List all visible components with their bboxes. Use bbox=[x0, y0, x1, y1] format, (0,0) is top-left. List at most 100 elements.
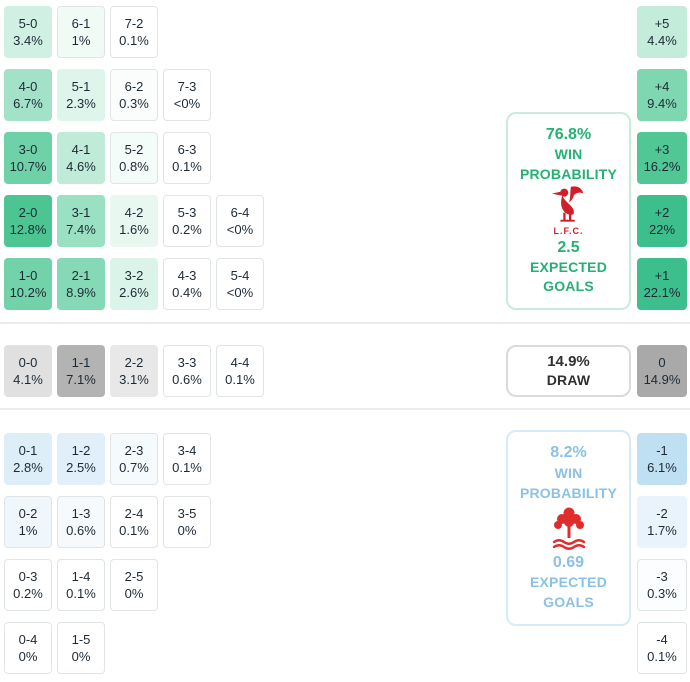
away-expected-goals-value: 0.69 bbox=[552, 553, 585, 571]
probability-label: 0% bbox=[71, 648, 91, 664]
probability-label: 0.2% bbox=[13, 585, 43, 601]
goal-diff-cell-0: 0 14.9% bbox=[637, 345, 687, 397]
score-label: 0-1 bbox=[18, 442, 38, 458]
probability-label: 2.5% bbox=[66, 459, 96, 475]
score-cell-1-1: 1-1 7.1% bbox=[57, 345, 105, 397]
score-cell-2-4: 2-4 0.1% bbox=[110, 496, 158, 548]
score-label: 4-3 bbox=[177, 267, 197, 283]
score-cell-7-2: 7-2 0.1% bbox=[110, 6, 158, 58]
probability-label: 1% bbox=[18, 522, 38, 538]
probability-label: 3.1% bbox=[119, 371, 149, 387]
probability-label: 0.8% bbox=[119, 158, 149, 174]
probability-label: 16.2% bbox=[643, 158, 681, 174]
probability-label: 2.8% bbox=[13, 459, 43, 475]
score-label: 3-4 bbox=[177, 442, 197, 458]
score-cell-4-2: 4-2 1.6% bbox=[110, 195, 158, 247]
score-cell-1-2: 1-2 2.5% bbox=[57, 433, 105, 485]
score-label: 2-3 bbox=[124, 442, 144, 458]
score-label: 3-1 bbox=[71, 204, 91, 220]
score-label: 7-2 bbox=[124, 15, 144, 31]
liverpool-abbr: L.F.C. bbox=[553, 226, 584, 237]
score-label: -3 bbox=[656, 568, 668, 584]
probability-label: 10.7% bbox=[9, 158, 47, 174]
score-label: 5-1 bbox=[71, 78, 91, 94]
score-label: 0-2 bbox=[18, 505, 38, 521]
score-label: 5-0 bbox=[18, 15, 38, 31]
score-cell-6-4: 6-4 <0% bbox=[216, 195, 264, 247]
score-label: 6-3 bbox=[177, 141, 197, 157]
probability-label: 22.1% bbox=[643, 284, 681, 300]
score-label: 5-4 bbox=[230, 267, 250, 283]
score-cell-0-0: 0-0 4.1% bbox=[4, 345, 52, 397]
probability-label: 7.1% bbox=[66, 371, 96, 387]
score-cell-3-0: 3-0 10.7% bbox=[4, 132, 52, 184]
home-xg-label-line1: EXPECTED bbox=[529, 258, 608, 275]
goal-diff-cell-+4: +4 9.4% bbox=[637, 69, 687, 121]
probability-label: 22% bbox=[648, 221, 676, 237]
score-label: 3-3 bbox=[177, 354, 197, 370]
probability-label: 4.1% bbox=[13, 371, 43, 387]
draw-summary-card: 14.9% DRAW bbox=[506, 345, 631, 397]
score-label: 3-0 bbox=[18, 141, 38, 157]
probability-label: 0% bbox=[18, 648, 38, 664]
probability-label: 12.8% bbox=[9, 221, 47, 237]
score-cell-3-1: 3-1 7.4% bbox=[57, 195, 105, 247]
score-cell-6-3: 6-3 0.1% bbox=[163, 132, 211, 184]
probability-label: 0.1% bbox=[119, 522, 149, 538]
probability-label: 7.4% bbox=[66, 221, 96, 237]
score-label: 0-3 bbox=[18, 568, 38, 584]
score-label: 6-4 bbox=[230, 204, 250, 220]
draw-probability-value: 14.9% bbox=[547, 352, 590, 370]
score-cell-1-0: 1-0 10.2% bbox=[4, 258, 52, 310]
probability-label: 0.1% bbox=[172, 158, 202, 174]
score-label: 5-2 bbox=[124, 141, 144, 157]
score-cell-3-3: 3-3 0.6% bbox=[163, 345, 211, 397]
probability-label: <0% bbox=[173, 95, 201, 111]
goal-diff-cell-+1: +1 22.1% bbox=[637, 258, 687, 310]
score-label: 3-2 bbox=[124, 267, 144, 283]
score-cell-0-3: 0-3 0.2% bbox=[4, 559, 52, 611]
score-label: +4 bbox=[654, 78, 670, 94]
away-win-label-line2: PROBABILITY bbox=[519, 484, 618, 501]
goal-diff-cell--1: -1 6.1% bbox=[637, 433, 687, 485]
goal-diff-cell--4: -4 0.1% bbox=[637, 622, 687, 674]
probability-label: 0.3% bbox=[647, 585, 677, 601]
score-label: +2 bbox=[654, 204, 670, 220]
score-label: 4-0 bbox=[18, 78, 38, 94]
away-xg-label-line1: EXPECTED bbox=[529, 574, 608, 591]
home-win-probability-value: 76.8% bbox=[545, 126, 592, 143]
score-label: -1 bbox=[656, 442, 668, 458]
home-win-summary-card: 76.8% WIN PROBABILITY L.F.C. 2.5 EXPECTE… bbox=[506, 112, 631, 310]
score-cell-6-2: 6-2 0.3% bbox=[110, 69, 158, 121]
score-cell-4-0: 4-0 6.7% bbox=[4, 69, 52, 121]
score-cell-6-1: 6-1 1% bbox=[57, 6, 105, 58]
nottingham-forest-crest-icon bbox=[549, 505, 589, 551]
probability-label: 2.6% bbox=[119, 284, 149, 300]
score-cell-5-4: 5-4 <0% bbox=[216, 258, 264, 310]
score-cell-0-4: 0-4 0% bbox=[4, 622, 52, 674]
score-cell-1-5: 1-5 0% bbox=[57, 622, 105, 674]
probability-label: 0.1% bbox=[647, 648, 677, 664]
score-label: 1-2 bbox=[71, 442, 91, 458]
score-cell-2-3: 2-3 0.7% bbox=[110, 433, 158, 485]
goal-diff-cell--2: -2 1.7% bbox=[637, 496, 687, 548]
score-label: 2-4 bbox=[124, 505, 144, 521]
probability-label: 8.9% bbox=[66, 284, 96, 300]
probability-label: 0% bbox=[124, 585, 144, 601]
away-xg-label-line2: GOALS bbox=[543, 594, 594, 611]
score-label: 2-5 bbox=[124, 568, 144, 584]
score-label: +1 bbox=[654, 267, 670, 283]
score-label: -4 bbox=[656, 631, 668, 647]
score-label: +3 bbox=[654, 141, 670, 157]
score-label: 6-2 bbox=[124, 78, 144, 94]
probability-label: 0.7% bbox=[119, 459, 149, 475]
score-cell-5-2: 5-2 0.8% bbox=[110, 132, 158, 184]
score-label: 2-1 bbox=[71, 267, 91, 283]
score-label: 1-4 bbox=[71, 568, 91, 584]
home-win-label-line1: WIN bbox=[554, 146, 583, 163]
probability-label: 0.1% bbox=[172, 459, 202, 475]
score-label: 6-1 bbox=[71, 15, 91, 31]
probability-label: 0.2% bbox=[172, 221, 202, 237]
probability-label: 4.4% bbox=[647, 32, 677, 48]
